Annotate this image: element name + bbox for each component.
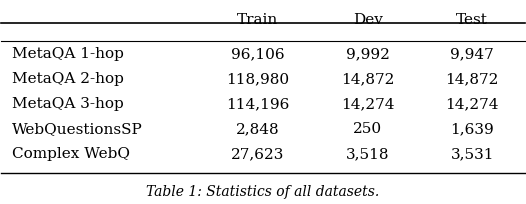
- Text: 1,639: 1,639: [450, 122, 494, 136]
- Text: 9,992: 9,992: [346, 47, 390, 61]
- Text: Table 1: Statistics of all datasets.: Table 1: Statistics of all datasets.: [146, 185, 380, 199]
- Text: Dev: Dev: [353, 13, 382, 27]
- Text: MetaQA 1-hop: MetaQA 1-hop: [12, 47, 124, 61]
- Text: 9,947: 9,947: [450, 47, 494, 61]
- Text: 250: 250: [353, 122, 382, 136]
- Text: Complex WebQ: Complex WebQ: [12, 147, 130, 161]
- Text: WebQuestionsSP: WebQuestionsSP: [12, 122, 143, 136]
- Text: 14,274: 14,274: [446, 97, 499, 111]
- Text: 114,196: 114,196: [226, 97, 289, 111]
- Text: MetaQA 3-hop: MetaQA 3-hop: [12, 97, 124, 111]
- Text: 3,518: 3,518: [346, 147, 389, 161]
- Text: 27,623: 27,623: [231, 147, 285, 161]
- Text: 2,848: 2,848: [236, 122, 280, 136]
- Text: Test: Test: [457, 13, 488, 27]
- Text: 14,274: 14,274: [341, 97, 394, 111]
- Text: 14,872: 14,872: [341, 72, 394, 86]
- Text: 96,106: 96,106: [231, 47, 285, 61]
- Text: 118,980: 118,980: [226, 72, 289, 86]
- Text: 14,872: 14,872: [446, 72, 499, 86]
- Text: 3,531: 3,531: [451, 147, 494, 161]
- Text: Train: Train: [237, 13, 278, 27]
- Text: MetaQA 2-hop: MetaQA 2-hop: [12, 72, 124, 86]
